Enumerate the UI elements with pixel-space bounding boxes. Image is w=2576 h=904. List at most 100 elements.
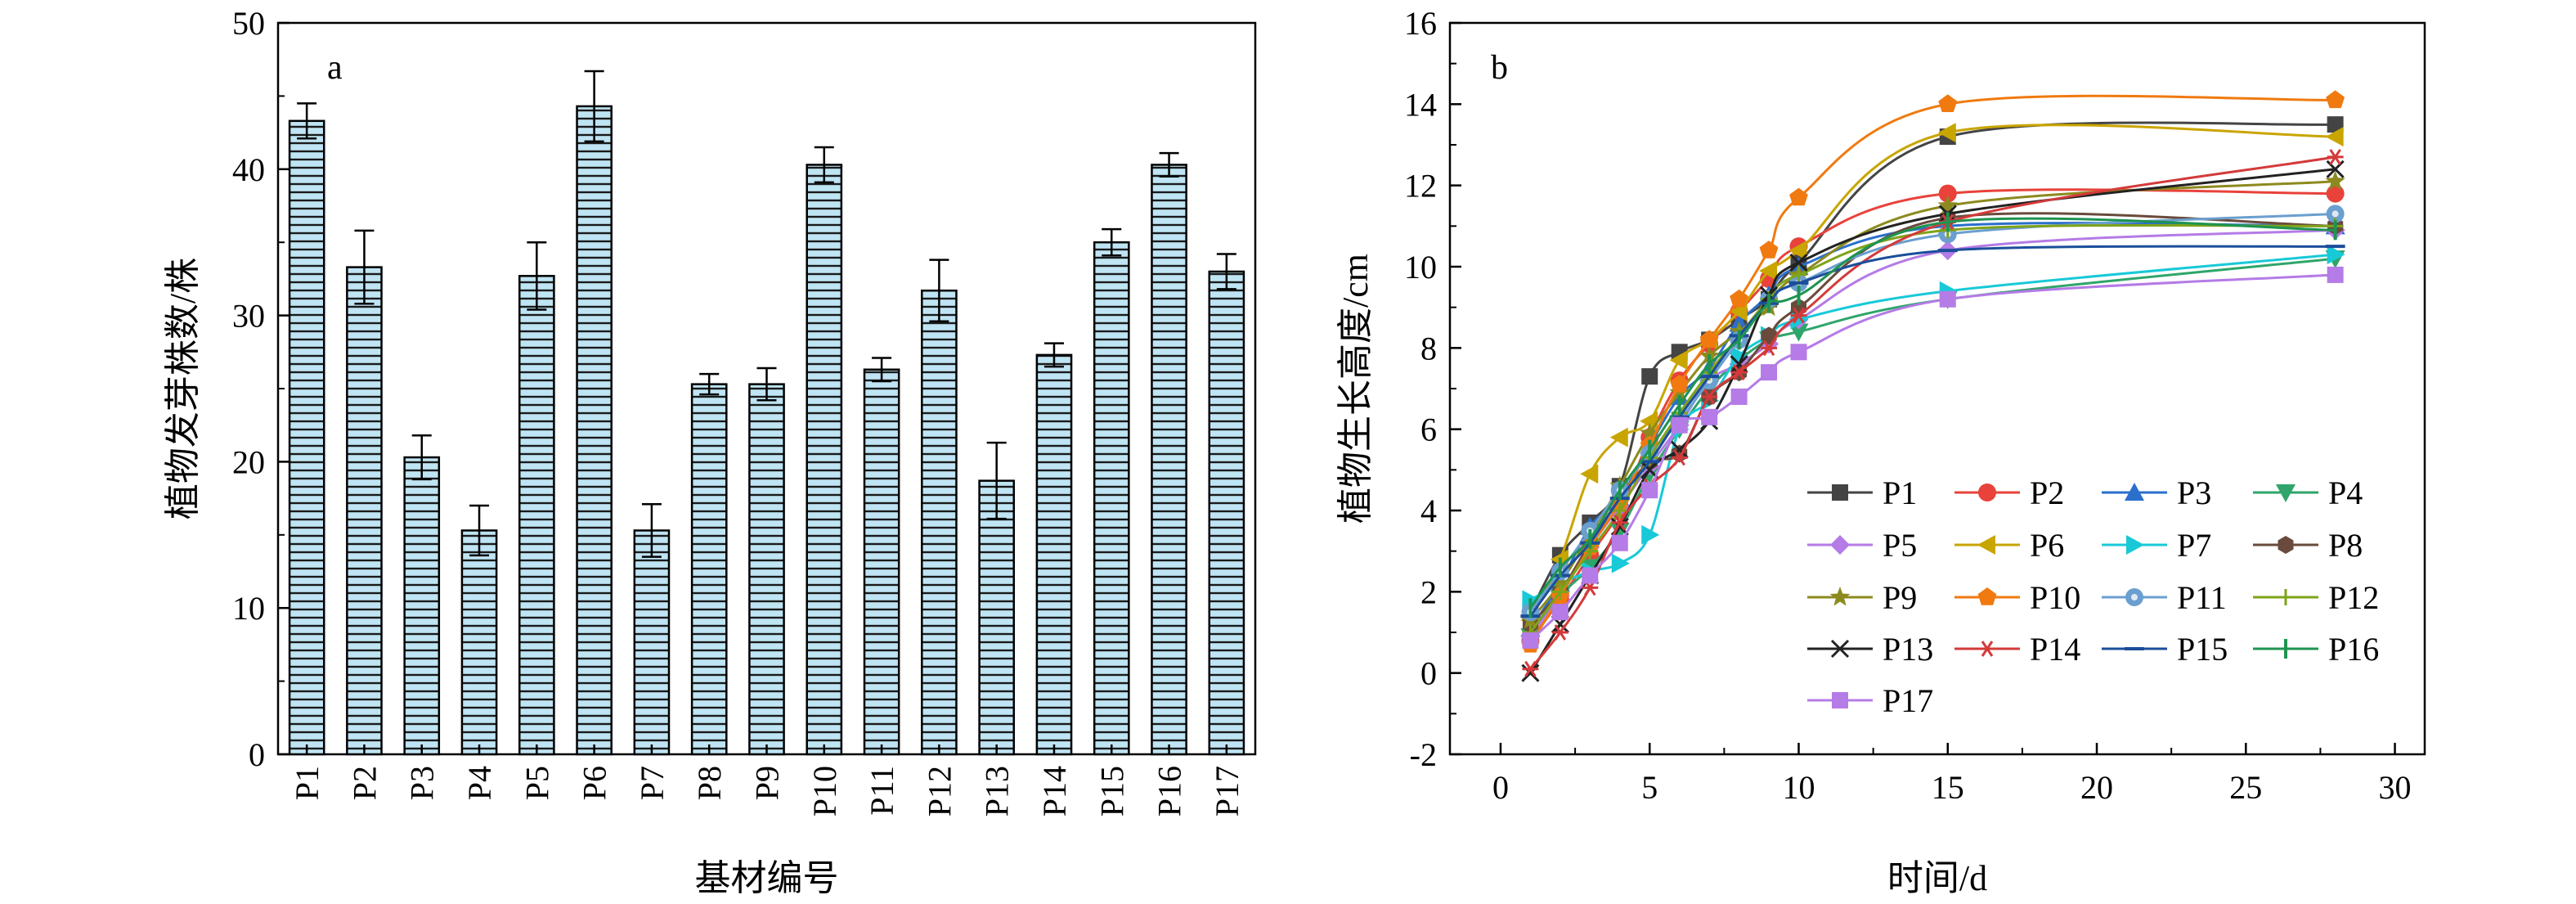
data-point-P7-28 [2327, 245, 2345, 265]
data-point-P17-1 [1522, 632, 1539, 649]
x-tick-label: P10 [806, 766, 843, 816]
legend-label: P16 [2328, 631, 2379, 668]
legend-item-P2: P2 [1954, 474, 2064, 511]
data-point-P1-5 [1641, 368, 1658, 385]
bar-P13 [978, 479, 1016, 756]
legend-item-P3: P3 [2102, 474, 2211, 511]
data-point-P10-28 [2326, 90, 2345, 109]
data-point-P14-9 [1761, 340, 1778, 357]
bar-P15 [1093, 241, 1130, 756]
error-bar-P12 [929, 259, 949, 323]
legend-label: P12 [2328, 579, 2379, 616]
legend-item-P7: P7 [2102, 527, 2211, 564]
bar-P12 [921, 289, 958, 756]
data-point-P9-5 [1639, 422, 1660, 443]
data-point-P12-10 [1790, 266, 1807, 283]
legend-label: P9 [1883, 579, 1917, 616]
data-point-P14-28 [2327, 149, 2344, 165]
data-point-P10-15 [1938, 94, 1958, 112]
y-axis-title: 植物生长高度/cm [1335, 254, 1376, 524]
marker-inner [2331, 210, 2339, 218]
bar-P10 [806, 164, 843, 756]
legend-label: P13 [1883, 631, 1933, 668]
legend-item-P10: P10 [1954, 579, 2080, 616]
data-point-P6-9 [1759, 260, 1778, 281]
legend-marker [1829, 587, 1851, 606]
x-tick-label: P16 [1151, 766, 1188, 816]
data-point-P6-10 [1788, 241, 1807, 261]
x-tick-label: 5 [1641, 769, 1658, 806]
error-bar-P1 [297, 102, 317, 140]
series-line-P16 [1529, 217, 2336, 609]
legend-marker [1832, 484, 1848, 501]
legend-label: P3 [2177, 474, 2211, 511]
data-point-P13-1 [1521, 663, 1540, 682]
x-tick-label: P11 [864, 766, 900, 816]
legend-label: P5 [1883, 527, 1917, 564]
data-point-P17-9 [1761, 364, 1778, 381]
y-tick-label: -2 [1410, 736, 1437, 773]
y-axis-title: 植物发芽株数/株 [163, 258, 203, 519]
x-tick-label: P2 [346, 766, 383, 800]
x-tick-label: 15 [1932, 769, 1964, 806]
y-tick-label: 6 [1420, 412, 1437, 448]
bar-P17 [1208, 270, 1245, 756]
legend-label: P17 [1883, 682, 1933, 719]
x-tick-label: 20 [2080, 769, 2113, 806]
data-point-P7-5 [1641, 524, 1660, 545]
bar-P8 [690, 383, 728, 756]
panel-label: a [327, 49, 343, 87]
data-point-P17-4 [1611, 534, 1628, 551]
y-tick-label: 10 [1404, 249, 1437, 286]
legend-item-P5: P5 [1807, 527, 1917, 564]
bar-P7 [633, 529, 671, 756]
error-bar-P13 [986, 441, 1007, 520]
legend-label: P15 [2177, 631, 2228, 668]
legend-item-P8: P8 [2253, 527, 2363, 564]
data-point-P6-6 [1669, 350, 1688, 371]
x-tick-label: 30 [2379, 769, 2412, 806]
data-point-P17-5 [1641, 482, 1658, 499]
error-bar-P11 [872, 357, 892, 383]
data-point-P9-28 [2325, 170, 2345, 191]
x-tick-label: P3 [404, 766, 441, 800]
data-point-P13-10 [1789, 253, 1808, 272]
y-tick-label: 8 [1420, 330, 1437, 367]
legend-marker [2125, 483, 2144, 501]
error-bar-P9 [756, 367, 777, 402]
data-point-P6-15 [1937, 123, 1956, 143]
legend-marker [1978, 483, 1996, 501]
legend-label: P14 [2030, 631, 2080, 668]
data-point-P14-1 [1522, 660, 1539, 677]
y-tick-label: 20 [232, 443, 265, 480]
x-tick-label: P15 [1093, 766, 1130, 816]
bar-chart-panel: 0 10 20 30 40 50 P1 P2 P3 P4 P5 P6 P7 P8 P9 P10 P11 P12 P1… [163, 5, 1257, 898]
data-point-P6-28 [2325, 127, 2344, 147]
plot-frame [1448, 21, 2426, 756]
bar-P2 [346, 266, 383, 756]
series-P16 [1528, 212, 2337, 618]
x-axis-title: 时间/d [1887, 858, 1987, 898]
y-tick-label: 40 [232, 151, 265, 188]
legend-item-P17: P17 [1807, 682, 1933, 719]
data-point-P7-4 [1611, 553, 1630, 573]
legend: P1 P2 P3 P4 P5 P6 P7 P8 P9 P10 P11 P12 P13 P14 P15 P16 P… [1807, 474, 2379, 719]
legend-item-P14: P14 [1954, 631, 2080, 668]
data-point-P10-9 [1759, 241, 1779, 259]
panel-label: b [1491, 49, 1508, 87]
legend-label: P8 [2328, 527, 2363, 564]
legend-item-P11: P11 [2102, 579, 2227, 616]
data-point-P14-10 [1790, 307, 1807, 324]
data-point-P10-7 [1699, 330, 1719, 349]
data-point-P9-2 [1550, 573, 1571, 592]
data-point-P9-15 [1937, 195, 1959, 214]
x-tick-label: P5 [518, 766, 555, 800]
legend-marker [2125, 588, 2143, 606]
series-P7 [1522, 245, 2345, 610]
y-tick-label: 10 [232, 590, 265, 627]
x-tick-label: P14 [1036, 766, 1073, 816]
data-point-P17-15 [1939, 290, 1956, 308]
data-point-P6-3 [1580, 464, 1599, 484]
y-tick-label: 16 [1404, 5, 1437, 42]
